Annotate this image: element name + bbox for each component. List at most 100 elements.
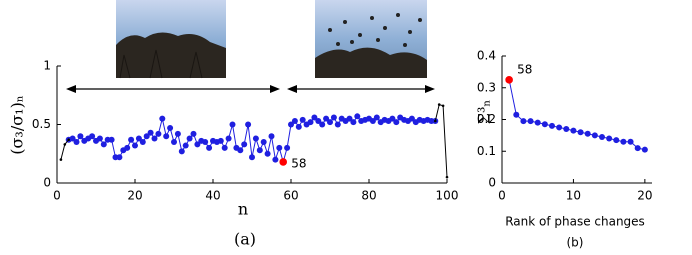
point: [249, 154, 255, 161]
point: [182, 142, 189, 149]
point: [634, 145, 641, 152]
point: [330, 114, 337, 121]
x-axis-label: Rank of phase changes: [505, 215, 645, 229]
point: [167, 125, 174, 132]
point: [276, 144, 283, 151]
point: [268, 133, 275, 140]
x-axis-label: n: [238, 200, 248, 219]
point: [563, 126, 570, 133]
point: [299, 116, 306, 123]
point: [627, 138, 634, 145]
point: [225, 135, 232, 142]
point: [334, 121, 341, 128]
point: [606, 135, 613, 142]
point: [437, 103, 441, 106]
point: [327, 119, 333, 126]
x-tick-label: 10: [566, 189, 581, 203]
highlight-label: 58: [517, 62, 532, 76]
point: [241, 141, 248, 148]
point: [143, 133, 150, 140]
point: [151, 135, 158, 142]
photo-after: [315, 0, 427, 78]
point: [295, 123, 302, 130]
point: [323, 115, 330, 122]
point: [155, 130, 162, 137]
point: [135, 135, 142, 142]
point: [69, 135, 76, 142]
point: [291, 117, 298, 124]
point: [132, 142, 138, 149]
point: [445, 175, 449, 179]
point: [174, 130, 181, 137]
y-tick-label: 0.5: [32, 117, 51, 131]
point: [217, 137, 224, 144]
point: [89, 133, 96, 140]
point: [369, 117, 376, 124]
point: [556, 124, 563, 131]
range-arrows: [66, 85, 435, 93]
point: [311, 114, 318, 121]
point: [613, 137, 620, 144]
point: [190, 130, 197, 137]
point: [570, 127, 577, 134]
y-axis-label: Σ³ₙ: [475, 100, 494, 125]
point: [256, 147, 263, 154]
photo-before: [116, 0, 226, 79]
point: [252, 135, 259, 142]
point: [229, 121, 236, 128]
point: [260, 139, 267, 146]
y-tick-label: 0.1: [477, 144, 496, 158]
point: [96, 135, 103, 142]
point: [264, 150, 271, 157]
point: [202, 139, 209, 146]
point: [108, 136, 115, 143]
point: [620, 138, 627, 145]
point: [77, 133, 84, 140]
series-line: [60, 139, 70, 160]
y-tick-label: 0: [43, 176, 51, 190]
point: [346, 115, 353, 122]
y-tick-label: 0.2: [477, 112, 496, 126]
point: [59, 158, 63, 161]
point: [272, 156, 279, 163]
point: [315, 117, 322, 124]
point: [163, 133, 170, 140]
y-tick-label: 0.3: [477, 80, 496, 94]
point: [284, 144, 291, 151]
point: [124, 144, 131, 151]
point: [354, 113, 361, 120]
point: [171, 139, 177, 146]
point: [73, 139, 80, 146]
point: [206, 144, 213, 151]
point: [245, 121, 252, 128]
point: [393, 119, 400, 126]
point: [159, 115, 166, 122]
x-tick-label: 20: [637, 189, 652, 203]
point: [591, 132, 598, 139]
highlight-point: [505, 76, 513, 84]
point: [221, 144, 228, 151]
y-tick-label: 1: [43, 59, 51, 73]
point: [389, 115, 396, 122]
point: [577, 129, 584, 136]
point: [67, 138, 70, 142]
y-axis-label: (σ₃/σ₁)ₙ: [8, 95, 27, 155]
point: [541, 121, 548, 128]
x-tick-label: 20: [127, 189, 142, 203]
point: [307, 119, 314, 126]
point: [408, 115, 415, 122]
x-tick-label: 0: [498, 189, 506, 203]
point: [147, 129, 154, 136]
point: [599, 133, 605, 140]
point: [139, 139, 146, 146]
point: [534, 119, 541, 126]
point: [641, 146, 648, 153]
point: [549, 122, 555, 129]
highlight-label: 58: [291, 156, 306, 170]
point: [373, 114, 380, 121]
x-tick-label: 100: [436, 189, 459, 203]
y-tick-label: 0: [488, 176, 496, 190]
point: [513, 111, 520, 118]
point: [186, 135, 193, 142]
